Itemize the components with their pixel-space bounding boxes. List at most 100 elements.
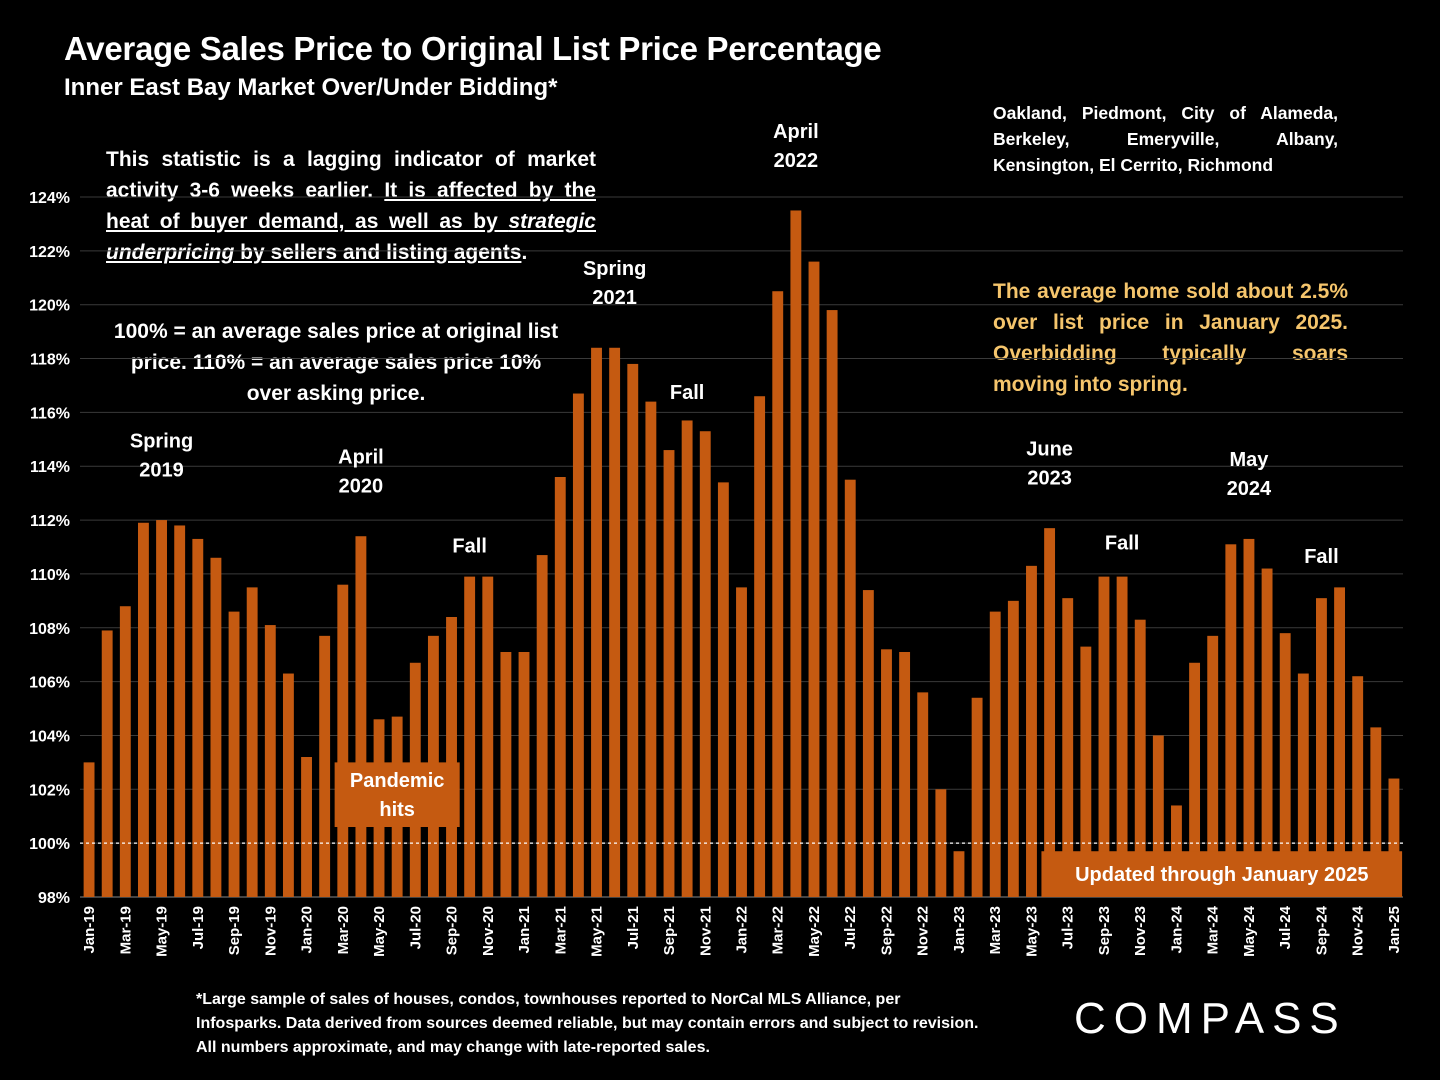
- bar: [1044, 528, 1056, 897]
- x-tick-label: Sep-22: [878, 906, 895, 955]
- bar: [663, 450, 675, 897]
- bar: [282, 673, 294, 897]
- x-tick-label: Jul-23: [1060, 906, 1077, 949]
- bar: [1207, 635, 1219, 897]
- y-tick-label: 108%: [29, 621, 70, 638]
- annotation-label: Spring: [130, 430, 193, 452]
- bar: [228, 611, 240, 897]
- x-tick-label: May-20: [371, 906, 388, 957]
- annotation-label: 2020: [339, 476, 384, 498]
- x-tick-label: Jul-21: [625, 906, 642, 949]
- bar: [1189, 662, 1201, 897]
- x-tick-label: Sep-24: [1313, 905, 1330, 955]
- region-note: Oakland, Piedmont, City of Alameda, Berk…: [993, 103, 1338, 175]
- chart-title: Average Sales Price to Original List Pri…: [64, 30, 882, 67]
- bar: [83, 762, 95, 897]
- bar: [554, 477, 566, 897]
- x-tick-label: Jan-22: [734, 906, 751, 954]
- callout-text: Updated through January 2025: [1075, 864, 1368, 886]
- bar: [337, 584, 349, 897]
- bar: [681, 420, 693, 897]
- annotation-label: 2019: [139, 459, 184, 481]
- x-tick-label: Jul-24: [1277, 905, 1294, 949]
- x-tick-label: Mar-21: [552, 906, 569, 954]
- footnote: *Large sample of sales of houses, condos…: [196, 991, 979, 1056]
- bar: [246, 587, 258, 897]
- x-tick-label: Mar-19: [117, 906, 134, 954]
- annotation-label: Fall: [1304, 546, 1338, 568]
- bar: [1080, 646, 1092, 897]
- bar: [355, 536, 367, 897]
- x-tick-label: Jan-25: [1386, 906, 1403, 954]
- y-tick-label: 118%: [30, 352, 70, 369]
- bar: [464, 576, 476, 897]
- x-tick-label: Sep-19: [226, 906, 243, 955]
- annotation-label: Fall: [670, 382, 704, 404]
- y-tick-label: 102%: [29, 782, 70, 799]
- bar: [1243, 538, 1255, 897]
- x-tick-label: Jan-24: [1168, 905, 1185, 953]
- x-tick-label: Nov-23: [1132, 906, 1149, 956]
- y-axis-ticks: 98% 100% 102% 104% 106% 108% 110% 112% 114% 116% 1…: [29, 190, 70, 907]
- bar: [572, 393, 584, 897]
- bar: [1279, 633, 1291, 897]
- bar: [1007, 600, 1019, 897]
- annotation-label: 2021: [592, 287, 637, 309]
- bar: [119, 606, 131, 897]
- bar: [1134, 619, 1146, 897]
- annotation-label: April: [773, 121, 819, 143]
- bar: [518, 652, 530, 897]
- x-axis-ticks: Jan-19 Mar-19 May-19 Jul-19 Sep-19 Nov-19 Jan-…: [81, 905, 1403, 957]
- lagging-note-part4: by sellers and listing agents: [234, 241, 522, 264]
- x-tick-label: May-23: [1023, 906, 1040, 957]
- x-tick-label: Jul-20: [407, 906, 424, 949]
- bar: [862, 590, 874, 897]
- lagging-indicator-note: This statistic is a lagging indicator of…: [106, 144, 596, 268]
- x-tick-label: Mar-24: [1205, 905, 1222, 954]
- bar: [917, 692, 929, 897]
- bar: [717, 482, 729, 897]
- bar: [826, 310, 838, 898]
- bar: [754, 396, 766, 897]
- bar: [1062, 598, 1074, 897]
- annotation-label: Fall: [452, 535, 486, 557]
- annotation-label: May: [1229, 449, 1269, 471]
- bar: [989, 611, 1001, 897]
- explain-note: 100% = an average sales price at origina…: [113, 320, 559, 405]
- bar: [844, 479, 856, 897]
- bar: [264, 625, 276, 897]
- x-tick-label: Mar-23: [987, 906, 1004, 954]
- bar: [301, 757, 312, 897]
- x-tick-label: Nov-24: [1350, 905, 1367, 956]
- bars: [83, 210, 1400, 898]
- y-tick-label: 112%: [30, 513, 70, 530]
- y-tick-label: 106%: [29, 675, 70, 692]
- bar: [536, 555, 548, 897]
- bar: [627, 363, 639, 897]
- x-tick-label: Jan-21: [516, 906, 533, 954]
- lagging-note-part1: This statistic is a lagging indicator of…: [106, 148, 596, 202]
- callouts: Pandemic hits Updated through January 2025: [334, 762, 1403, 897]
- x-tick-label: Nov-21: [697, 906, 714, 956]
- bar: [736, 587, 747, 897]
- bar: [699, 431, 711, 897]
- bar: [899, 652, 911, 897]
- annotations: Spring 2019 April 2020 Fall Spring 2021 Fall Apr…: [130, 121, 1339, 568]
- annotation-label: 2024: [1227, 478, 1272, 500]
- bar: [1388, 778, 1400, 897]
- bar: [790, 210, 802, 897]
- bar: [174, 525, 186, 897]
- bar: [500, 652, 512, 897]
- bar: [137, 522, 149, 897]
- x-tick-label: Jan-23: [951, 906, 968, 954]
- y-tick-label: 120%: [29, 298, 70, 315]
- y-tick-label: 124%: [29, 190, 70, 207]
- compass-logo: COMPASS: [1074, 994, 1347, 1043]
- annotation-label: April: [338, 447, 384, 469]
- bar: [482, 576, 494, 897]
- highlight-note: The average home sold about 2.5% over li…: [993, 280, 1348, 396]
- y-tick-label: 114%: [30, 459, 70, 476]
- pandemic-callout-box: [334, 762, 460, 827]
- x-tick-label: May-24: [1241, 905, 1258, 957]
